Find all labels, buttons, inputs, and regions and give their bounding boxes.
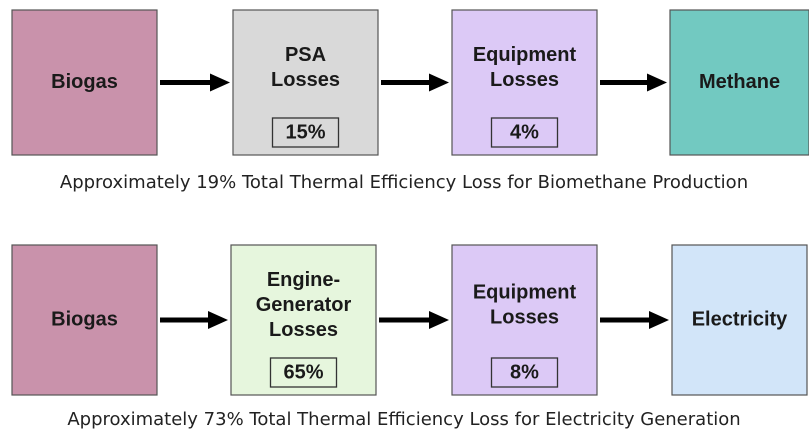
box-label: Electricity xyxy=(692,308,788,330)
flow-box xyxy=(11,9,158,156)
arrow-head xyxy=(210,73,230,92)
box-label: Generator xyxy=(256,294,352,316)
flow-box xyxy=(11,244,158,396)
box-label: Biogas xyxy=(51,71,118,93)
arrow-head xyxy=(647,73,667,92)
box-label: Equipment xyxy=(473,44,577,66)
flow-box xyxy=(451,9,598,156)
box-label: Losses xyxy=(271,69,340,91)
loss-box xyxy=(490,357,559,388)
box-label: Engine- xyxy=(267,269,340,291)
loss-box xyxy=(271,117,340,148)
flow-box xyxy=(451,244,598,396)
box-label: Losses xyxy=(269,319,338,341)
loss-value: 15% xyxy=(285,121,325,143)
flow-box xyxy=(232,9,379,156)
arrow-head xyxy=(429,73,449,92)
loss-value: 4% xyxy=(510,121,539,143)
arrow-head xyxy=(429,311,449,329)
caption: Approximately 73% Total Thermal Efficien… xyxy=(67,409,740,430)
box-label: Losses xyxy=(490,306,559,328)
arrow-head xyxy=(649,311,669,329)
caption: Approximately 19% Total Thermal Efficien… xyxy=(60,172,748,193)
loss-value: 65% xyxy=(283,361,323,383)
box-label: Equipment xyxy=(473,281,577,303)
flow-box xyxy=(671,244,808,396)
loss-box xyxy=(490,117,559,148)
loss-value: 8% xyxy=(510,361,539,383)
box-label: Biogas xyxy=(51,308,118,330)
loss-box xyxy=(269,357,338,388)
arrow-head xyxy=(208,311,228,329)
flow-box xyxy=(230,244,377,396)
flow-box xyxy=(669,9,809,156)
box-label: PSA xyxy=(285,44,326,66)
box-label: Methane xyxy=(699,71,780,93)
box-label: Losses xyxy=(490,69,559,91)
